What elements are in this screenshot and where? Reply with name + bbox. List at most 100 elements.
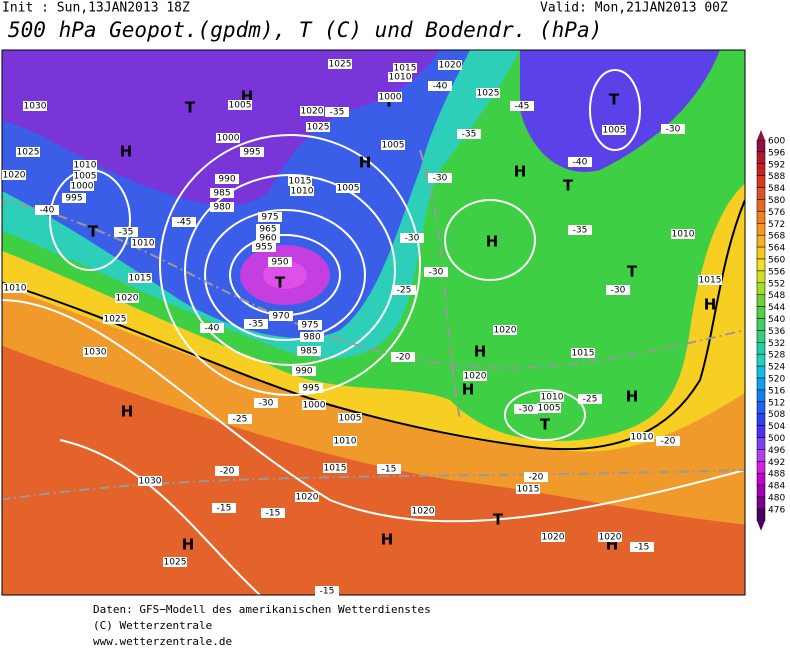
legend-swatch	[756, 496, 766, 510]
isobar-label: 1015	[517, 485, 540, 495]
isotherm-label-box	[261, 508, 285, 518]
isobar-label: 980	[303, 333, 320, 343]
legend-swatch	[756, 246, 766, 260]
footer-source: Daten: GFS−Modell des amerikanischen Wet…	[93, 603, 431, 616]
isobar-label-box	[411, 506, 435, 516]
isobar-label: 950	[271, 258, 288, 268]
legend-swatch	[756, 389, 766, 403]
isobar-label-box	[210, 188, 234, 198]
isobar-label: 1020	[412, 507, 435, 517]
isotherm-label-box	[244, 319, 268, 329]
isobar-label-box	[73, 171, 97, 181]
isobar-label: 1020	[599, 533, 622, 543]
pressure-center: T	[88, 223, 99, 241]
isobar-label-box	[300, 332, 324, 342]
valid-time: Valid: Mon,21JAN2013 00Z	[540, 1, 728, 16]
legend-label: 512	[768, 398, 785, 408]
legend-swatch	[756, 270, 766, 284]
legend-label: 576	[768, 208, 785, 218]
isobar-label: 1015	[394, 64, 417, 74]
isotherm-label-box	[377, 464, 401, 474]
legend-swatch	[756, 306, 766, 319]
isotherm-label: -45	[515, 102, 530, 112]
isobar-label: 1010	[291, 187, 314, 197]
isotherm-label-box	[578, 394, 602, 404]
isobar-label: 1030	[24, 102, 47, 112]
isotherm-label-box	[656, 436, 680, 446]
pressure-center: H	[626, 388, 639, 406]
legend-label: 564	[768, 244, 785, 254]
legend-label: 504	[768, 422, 785, 432]
isotherm-label: -15	[217, 504, 232, 514]
isobar-label-box	[215, 174, 239, 184]
legend-swatch	[756, 413, 766, 426]
isobar-label-box	[336, 183, 360, 193]
isobar-label-box	[228, 100, 252, 110]
pressure-center: H	[381, 531, 394, 549]
legend-label: 568	[768, 232, 785, 242]
legend-swatch	[756, 187, 766, 200]
isobar-label-box	[2, 170, 26, 180]
legend-swatch	[756, 425, 766, 438]
isotherm-label: -15	[635, 543, 650, 553]
isotherm-label: -20	[661, 437, 676, 447]
isobar-label-box	[295, 492, 319, 502]
legend-top-arrow	[757, 130, 765, 140]
isobar-label: 1010	[672, 230, 695, 240]
isobar-label: 965	[259, 225, 276, 235]
pressure-center: H	[474, 343, 487, 361]
isobar-label-box	[571, 348, 595, 358]
isobar-label: 980	[213, 203, 230, 213]
isobar-label-box	[598, 532, 622, 542]
legend-label: 500	[768, 434, 785, 444]
legend-label: 496	[768, 446, 785, 456]
legend-bottom-arrow	[757, 520, 765, 531]
isobar-label: 1015	[324, 464, 347, 474]
legend-swatch	[756, 139, 766, 153]
legend-label: 508	[768, 410, 785, 420]
isotherm-label: -35	[330, 108, 345, 118]
isotherm-label-box	[630, 542, 654, 552]
init-time: Init : Sun,13JAN2013 18Z	[2, 1, 190, 16]
isobar-label: 1000	[71, 182, 94, 192]
isobar-label: 975	[261, 213, 278, 223]
legend-swatch	[756, 377, 766, 391]
isobar-label: 1010	[132, 239, 155, 249]
legend-swatch	[756, 175, 766, 188]
isotherm-label: -40	[205, 324, 220, 334]
isobar-label-box	[438, 60, 462, 70]
legend-swatch	[756, 401, 766, 414]
isotherm-label-box	[661, 124, 685, 134]
isotherm-label-box	[524, 472, 548, 482]
isobar-label-box	[493, 325, 517, 335]
isobar-label-box	[138, 476, 162, 486]
isobar-label: 1010	[74, 161, 97, 171]
pressure-center: T	[627, 263, 638, 281]
isobar-label-box	[323, 463, 347, 473]
isotherm-label-box	[400, 233, 424, 243]
pressure-center: H	[120, 143, 133, 161]
isobar-label-box	[163, 557, 187, 567]
isobar-label-box	[70, 181, 94, 191]
isotherm-label-box	[428, 173, 452, 183]
legend-label: 592	[768, 160, 785, 170]
isotherm-label: -40	[40, 206, 55, 216]
isotherm-label: -40	[433, 82, 448, 92]
legend-label: 520	[768, 375, 785, 385]
isobar-label: 1025	[17, 148, 40, 158]
isobar-label-box	[256, 233, 280, 243]
isotherm-label: -30	[433, 174, 448, 184]
isotherm-label: -25	[397, 286, 412, 296]
footer-url: www.wetterzentrale.de	[93, 635, 232, 648]
isotherm-label-box	[514, 404, 538, 414]
isobar-label-box	[671, 229, 695, 239]
legend-label: 584	[768, 184, 785, 194]
legend-label: 540	[768, 315, 785, 325]
pressure-center: H	[121, 403, 134, 421]
isotherm-label: -30	[611, 286, 626, 296]
isobar-label: 1005	[337, 184, 360, 194]
pressure-center: T	[540, 416, 551, 434]
isobar-label-box	[298, 320, 322, 330]
isobar-label: 1025	[477, 89, 500, 99]
pressure-center: T	[563, 177, 574, 195]
